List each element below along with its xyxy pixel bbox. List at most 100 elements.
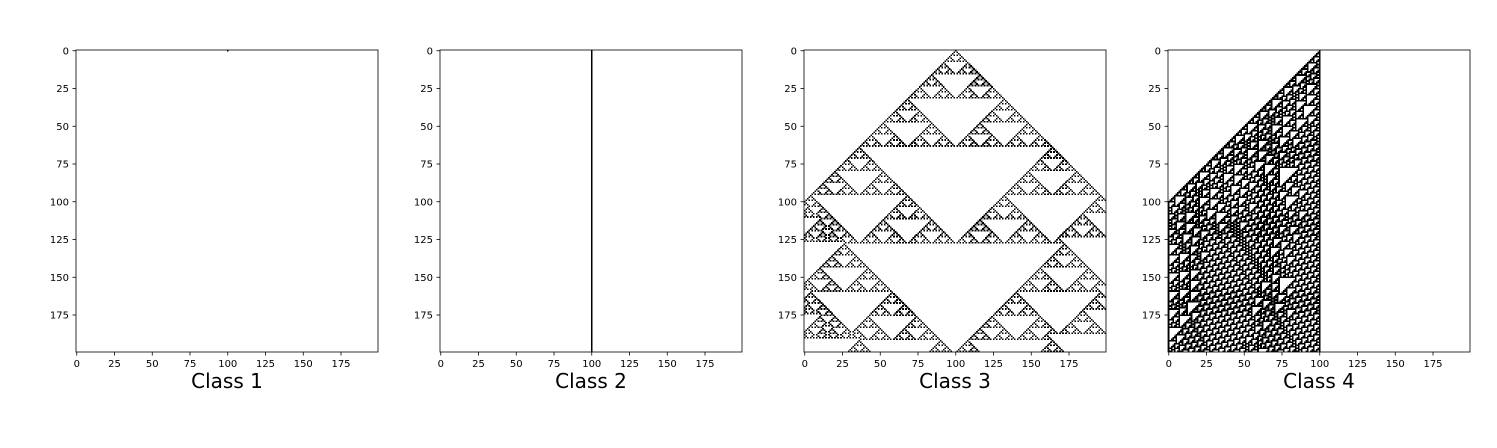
ca-cell-run: [1022, 338, 1025, 341]
ca-cell-run: [893, 208, 895, 211]
ca-cell-run: [1288, 161, 1295, 164]
ca-cell-run: [1054, 330, 1057, 333]
ca-cell-run: [1019, 287, 1022, 289]
ca-cell-run: [1281, 104, 1283, 107]
ca-cell-run: [1281, 117, 1283, 120]
ca-cell-run: [983, 120, 986, 123]
ca-cell-run: [816, 309, 818, 312]
ca-cell-run: [840, 237, 842, 239]
ca-cell-run: [1311, 158, 1315, 161]
ca-cell-run: [1232, 152, 1235, 155]
ca-cell-run: [894, 312, 897, 315]
ca-cell-run: [1095, 308, 1098, 310]
ca-cell-run: [924, 330, 927, 333]
ca-cell-run: [1293, 149, 1297, 152]
ca-cell-run: [976, 125, 978, 128]
ca-cell-run: [915, 240, 918, 242]
ca-cell-run: [1062, 235, 1064, 238]
ca-cell-run: [1087, 231, 1090, 233]
ca-cell-run: [947, 235, 950, 238]
ca-cell-run: [887, 226, 889, 229]
ca-cell-run: [1180, 219, 1184, 221]
ca-cell-run: [1287, 102, 1291, 105]
ca-cell-run: [807, 231, 809, 233]
ca-cell-run: [998, 93, 1001, 96]
ca-cell-run: [1013, 193, 1016, 196]
ca-cell-run: [1216, 191, 1225, 194]
ca-cell-run: [1013, 302, 1016, 304]
ca-cell-run: [1181, 210, 1187, 212]
ca-cell-run: [1297, 196, 1300, 199]
ca-cell-run: [923, 338, 925, 341]
ca-cell-run: [1207, 181, 1211, 184]
ca-cell-run: [1288, 205, 1292, 208]
ca-cell-run: [970, 95, 972, 97]
ca-cell-run: [859, 344, 862, 347]
ca-cell-run: [1246, 169, 1249, 171]
ca-cell-run: [1287, 113, 1291, 116]
ca-cell-run: [1057, 345, 1060, 348]
ca-cell-run: [935, 69, 938, 72]
ca-cell-run: [1038, 136, 1040, 138]
ca-cell-run: [1032, 166, 1034, 168]
ca-cell-run: [1303, 175, 1306, 177]
ca-cell-run: [591, 326, 593, 328]
ca-cell-run: [1240, 185, 1243, 188]
ca-cell-run: [1059, 190, 1061, 193]
ca-cell-run: [1056, 262, 1058, 265]
ca-cell-run: [591, 105, 593, 108]
ca-cell-run: [1276, 194, 1280, 197]
ca-cell-run: [1027, 279, 1030, 282]
ca-cell-run: [935, 229, 938, 232]
ca-cell-run: [1300, 68, 1309, 70]
ca-cell-run: [976, 330, 978, 333]
ca-cell-run: [829, 214, 832, 217]
ca-cell-run: [1275, 105, 1283, 108]
ca-cell-run: [1213, 213, 1217, 215]
ca-cell-run: [1226, 179, 1235, 182]
ca-cell-run: [1045, 285, 1048, 288]
ca-cell-run: [874, 238, 877, 241]
ca-cell-run: [1083, 287, 1086, 289]
ca-cell-run: [825, 321, 827, 324]
ca-cell-run: [1071, 229, 1073, 232]
ca-cell-run: [822, 222, 824, 224]
ca-cell-run: [1089, 332, 1092, 335]
y-tick-label: 125: [414, 235, 433, 246]
ca-cell-run: [814, 190, 817, 193]
ca-cell-run: [918, 324, 921, 327]
ca-cell-run: [982, 131, 984, 134]
ca-cell-run: [973, 345, 975, 348]
ca-cell-run: [923, 96, 925, 99]
ca-cell-run: [1074, 329, 1076, 332]
ca-cell-run: [823, 305, 826, 307]
ca-cell-run: [864, 288, 867, 291]
ca-cell-run: [1257, 146, 1259, 149]
ca-cell-run: [983, 238, 986, 241]
ca-cell-run: [926, 78, 928, 81]
y-tick-label: 175: [778, 311, 797, 322]
ca-cell-run: [881, 314, 883, 316]
ca-cell-run: [1028, 229, 1031, 232]
ca-cell-run: [591, 214, 593, 217]
ca-cell-run: [924, 128, 927, 131]
ca-cell-run: [1032, 241, 1034, 244]
ca-cell-run: [974, 238, 977, 241]
ca-cell-run: [819, 210, 821, 212]
ca-cell-run: [897, 309, 900, 312]
ca-cell-run: [840, 164, 842, 167]
ca-cell-run: [835, 253, 838, 256]
ca-cell-run: [1012, 294, 1015, 297]
ca-cell-run: [1294, 191, 1300, 194]
ca-cell-run: [859, 338, 862, 341]
ca-cell-run: [850, 287, 853, 289]
ca-cell-run: [1007, 214, 1010, 217]
ca-cell-run: [1013, 211, 1016, 214]
ca-cell-run: [1042, 240, 1045, 242]
ca-cell-run: [1193, 175, 1197, 177]
ca-cell-run: [945, 59, 948, 61]
ca-cell-run: [1226, 154, 1235, 156]
ca-cell-run: [956, 350, 959, 353]
ca-cell-run: [856, 148, 859, 150]
ca-cell-run: [1205, 201, 1211, 203]
